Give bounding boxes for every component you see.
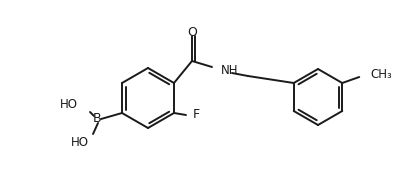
- Text: B: B: [93, 112, 101, 125]
- Text: NH: NH: [221, 64, 238, 77]
- Text: O: O: [186, 25, 196, 38]
- Text: CH₃: CH₃: [369, 67, 391, 80]
- Text: HO: HO: [71, 135, 89, 148]
- Text: F: F: [192, 109, 199, 122]
- Text: HO: HO: [60, 98, 78, 111]
